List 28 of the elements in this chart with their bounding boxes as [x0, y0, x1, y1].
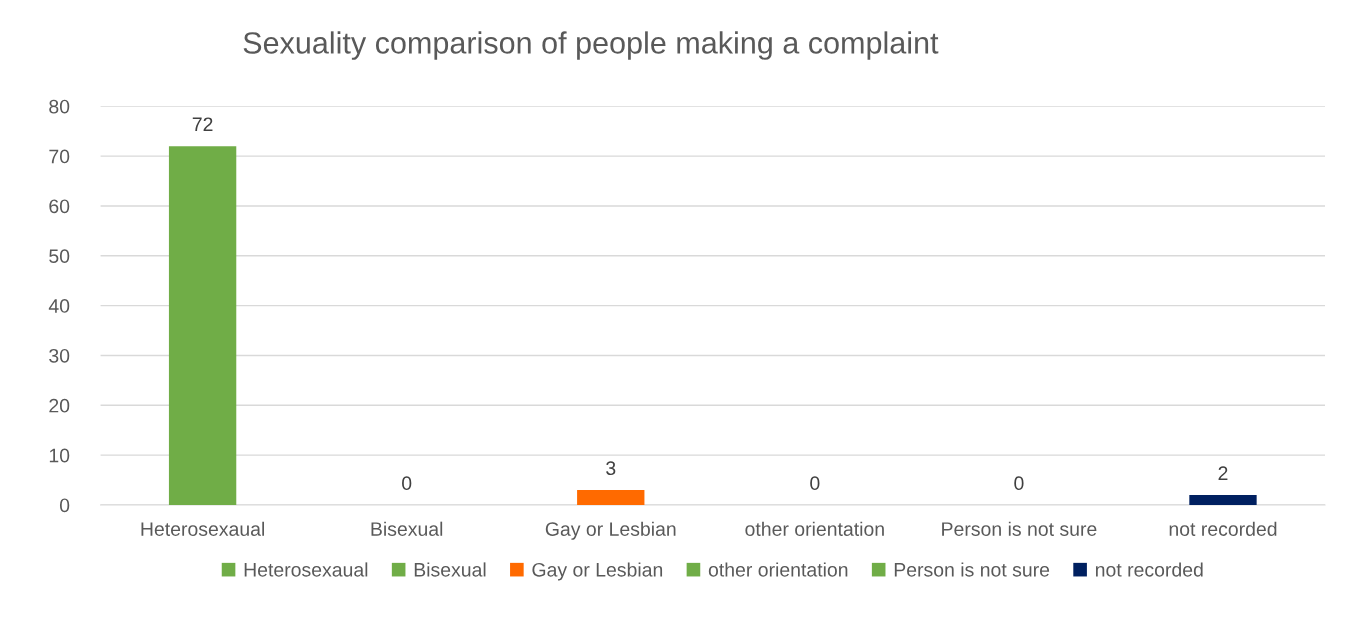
y-tick-label: 70	[49, 149, 70, 164]
y-tick-label: 60	[49, 199, 70, 214]
legend-label: Heterosexaual	[244, 562, 368, 577]
x-tick-label: other orientation	[745, 521, 884, 536]
y-tick-label: 80	[49, 99, 70, 114]
chart-title: Sexuality comparison of people making a complaint	[243, 31, 939, 60]
y-tick-label: 50	[49, 249, 70, 264]
x-tick-label: Heterosexaual	[141, 521, 264, 536]
data-label: 0	[1014, 476, 1024, 491]
y-tick-label: 30	[49, 348, 70, 363]
data-label: 3	[606, 461, 616, 476]
x-tick-label: Gay or Lesbian	[545, 521, 676, 540]
data-label: 0	[810, 476, 820, 491]
data-label: 0	[402, 476, 412, 491]
y-tick-label: 20	[49, 398, 70, 413]
y-tick-label: 40	[48, 299, 70, 313]
x-tick-label: Person is not sure	[942, 521, 1097, 536]
y-tick-label: 0	[59, 498, 70, 513]
y-tick-label: 10	[49, 448, 70, 463]
legend-label: Person is not sure	[894, 562, 1050, 577]
x-tick-label: not recorded	[1169, 521, 1277, 536]
legend-label: Bisexual	[414, 562, 486, 577]
legend-label: other orientation	[708, 562, 848, 577]
legend-label: not recorded	[1095, 562, 1203, 577]
data-label: 72	[192, 117, 213, 131]
x-tick-label: Bisexual	[371, 521, 443, 536]
data-label: 2	[1218, 466, 1228, 480]
legend-label: Gay or Lesbian	[532, 562, 663, 581]
